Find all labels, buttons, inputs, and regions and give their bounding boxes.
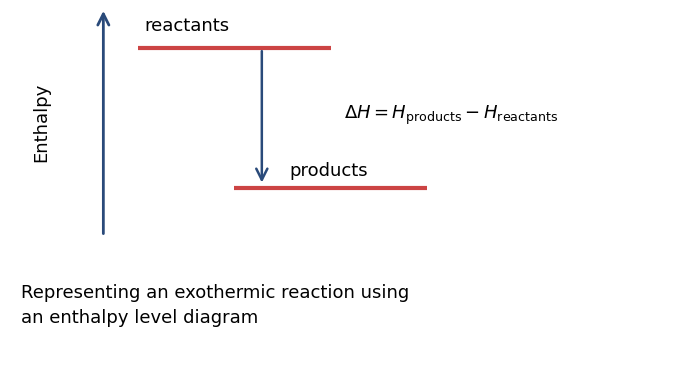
Text: $\Delta H = H_{\mathrm{products}} - H_{\mathrm{reactants}}$: $\Delta H = H_{\mathrm{products}} - H_{\… bbox=[344, 104, 559, 127]
Text: Representing an exothermic reaction using
an enthalpy level diagram: Representing an exothermic reaction usin… bbox=[21, 283, 409, 326]
Text: reactants: reactants bbox=[145, 17, 230, 35]
Text: products: products bbox=[289, 162, 368, 180]
Text: Enthalpy: Enthalpy bbox=[32, 82, 50, 162]
